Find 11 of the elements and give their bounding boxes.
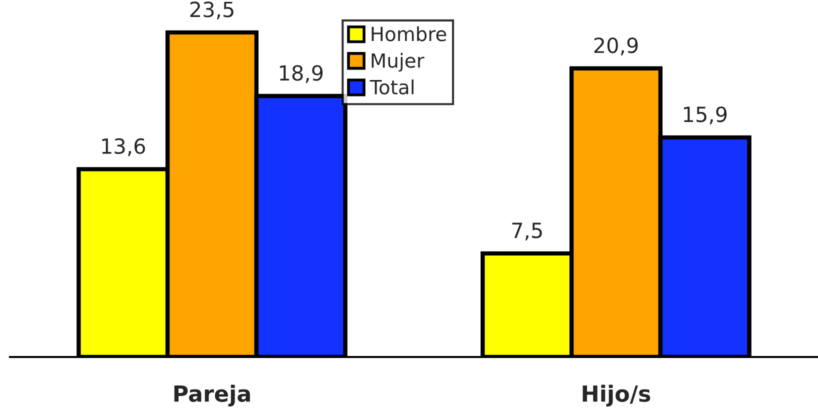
data-label: 23,5 <box>190 2 234 20</box>
data-label: 18,9 <box>280 65 323 83</box>
x-tick-label: Pareja <box>174 384 250 406</box>
legend-label: Mujer <box>372 52 424 72</box>
data-label: 15,9 <box>684 106 727 124</box>
legend-label: Total <box>370 79 414 95</box>
x-tick-label: Hijo/s <box>582 384 650 406</box>
data-label: 20,9 <box>594 37 638 56</box>
legend-label: Hombre <box>372 26 446 42</box>
data-label: 13,6 <box>102 138 145 156</box>
data-label: 7,5 <box>512 222 542 240</box>
